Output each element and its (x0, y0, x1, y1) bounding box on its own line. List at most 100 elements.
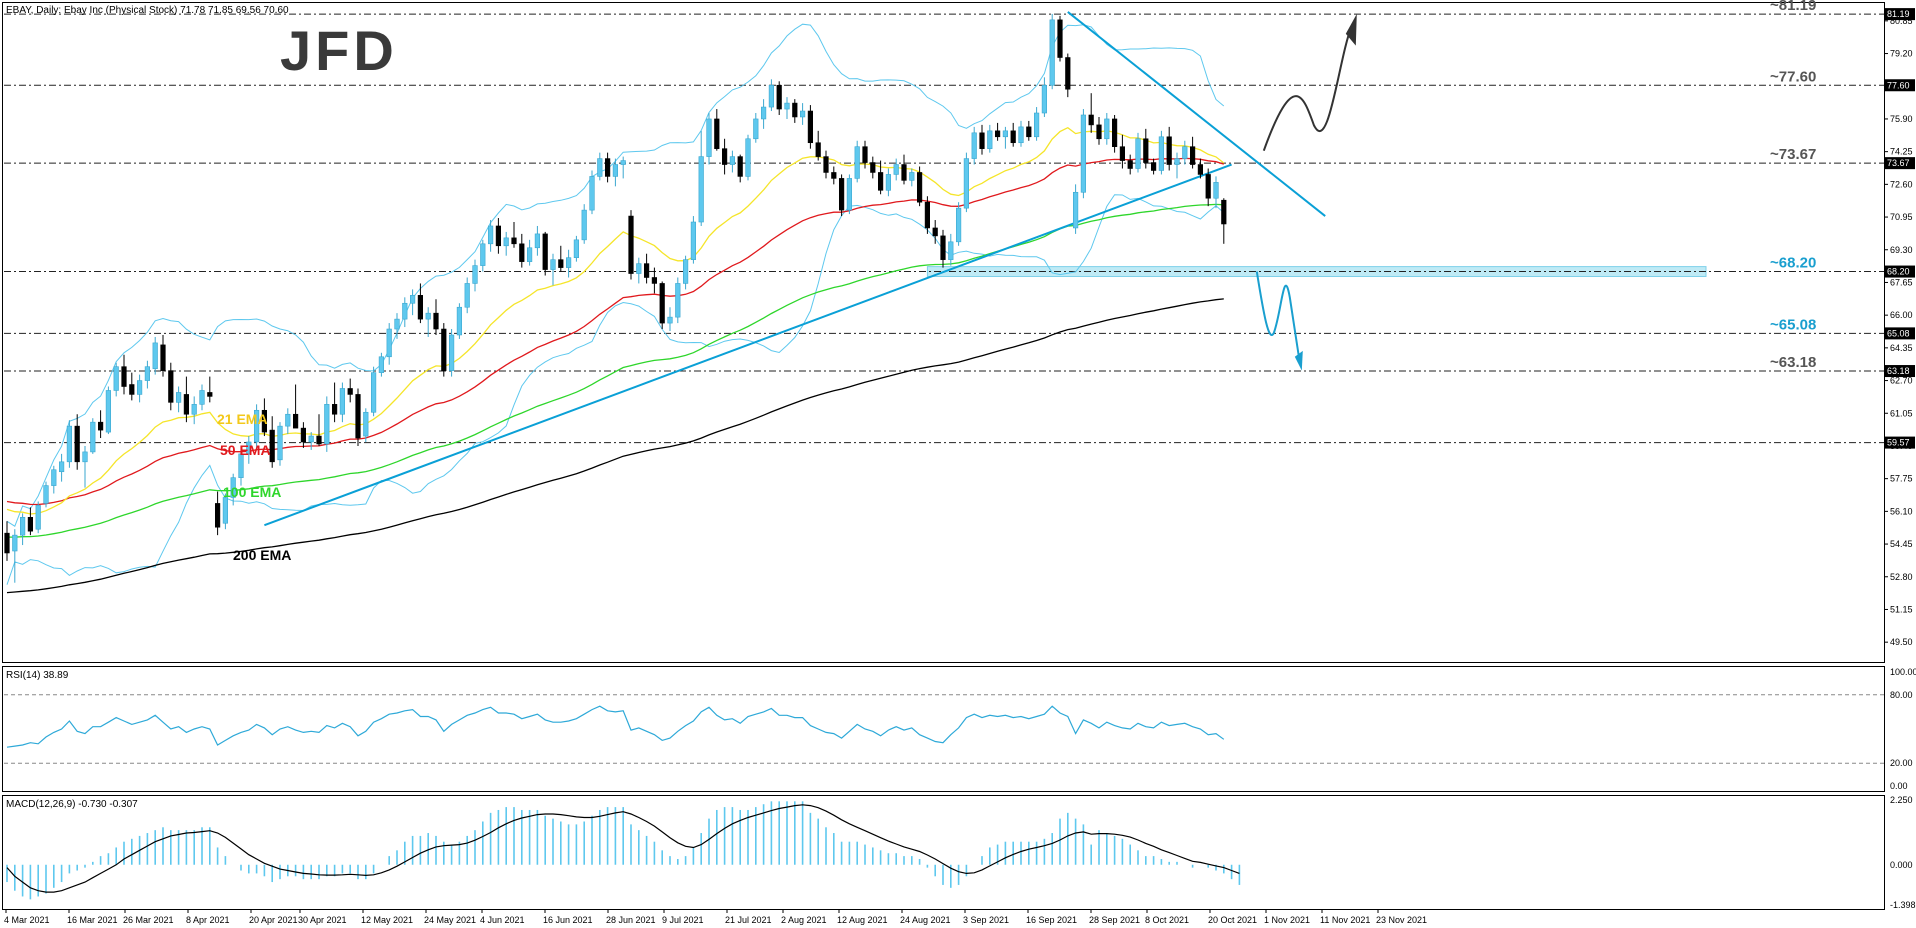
candle (760, 99, 767, 129)
candle (43, 481, 49, 508)
candle-body (207, 392, 213, 397)
date-tick-label: 16 Jun 2021 (543, 915, 593, 925)
candle (292, 384, 299, 429)
candle-body (433, 312, 439, 330)
candle (74, 414, 80, 470)
macd-layer: 2.250 0.000 -1.398 (6, 795, 1916, 910)
date-tick-label: 12 May 2021 (361, 915, 413, 925)
price-tick-label: 67.65 (1890, 277, 1913, 287)
candle (207, 376, 213, 403)
macd-tick-label: 2.250 (1890, 795, 1913, 805)
bearish-arrowhead (1294, 350, 1303, 371)
candle (254, 404, 260, 448)
candle (745, 134, 751, 181)
candle-body (792, 102, 798, 118)
candle (979, 124, 985, 155)
candle (1221, 198, 1227, 244)
candle-body (955, 207, 962, 243)
candle (4, 521, 10, 561)
candle (932, 220, 938, 244)
candle-body (58, 461, 65, 473)
candle-body (1112, 118, 1118, 147)
candle (1135, 132, 1141, 173)
level-label: ~65.08 (1770, 316, 1816, 333)
candle (690, 216, 696, 264)
candle-body (12, 534, 18, 552)
candle (1182, 140, 1188, 165)
price-tag-box (1885, 436, 1915, 449)
level-label: ~63.18 (1770, 354, 1816, 371)
candle-body (27, 517, 34, 532)
price-tag-label: 65.08 (1887, 328, 1910, 338)
candle (1104, 113, 1110, 145)
candle-body (339, 388, 346, 415)
symbol-header: EBAY, Daily: Ebay Inc (Physical Stock) 7… (6, 5, 289, 16)
candle-body (1205, 174, 1211, 199)
candle (870, 156, 876, 179)
candle-body (363, 411, 369, 437)
candle (27, 507, 34, 536)
price-tick-label: 52.80 (1890, 572, 1913, 582)
candle-body (308, 435, 314, 443)
candle-body (604, 158, 611, 177)
candle (1119, 134, 1125, 169)
candle (768, 79, 774, 112)
candle (846, 174, 852, 215)
candle-body (370, 372, 377, 413)
candle-body (409, 295, 416, 304)
candle-body (98, 421, 104, 431)
candle (441, 323, 447, 377)
candle-body (292, 413, 299, 429)
candle-body (1104, 118, 1110, 140)
rsi-title: RSI(14) 38.89 (6, 670, 69, 681)
candle-body (1096, 124, 1102, 140)
candle (378, 352, 385, 377)
candle (511, 222, 517, 248)
rsi-tick-label: 0.00 (1890, 781, 1908, 791)
ema200-label: 200 EMA (233, 547, 291, 563)
candle (885, 168, 891, 197)
candle (737, 154, 743, 183)
candle-body (1119, 146, 1125, 161)
candle (58, 453, 65, 482)
candle (1002, 126, 1008, 149)
candle-body (1166, 136, 1172, 165)
candle-body (261, 409, 268, 433)
candle (12, 529, 18, 583)
candle (854, 140, 860, 183)
candle (924, 196, 930, 234)
date-tick-label: 12 Aug 2021 (837, 915, 888, 925)
candle (971, 126, 977, 165)
candle-body (519, 243, 525, 262)
ema200-line (6, 298, 1224, 594)
candle-body (511, 237, 517, 245)
candle-body (815, 142, 821, 157)
candle-body (714, 118, 720, 149)
candle-body (238, 453, 244, 478)
panel-frames (2, 2, 1885, 910)
price-tick-label: 74.25 (1890, 147, 1913, 157)
date-tick-label: 24 Aug 2021 (900, 915, 951, 925)
candle-body (191, 404, 197, 415)
price-tick-label: 80.85 (1890, 16, 1913, 26)
candle-body (823, 156, 829, 173)
candle-body (698, 156, 704, 223)
date-tick-label: 2 Aug 2021 (781, 915, 827, 925)
candle (651, 267, 657, 294)
level-label: ~68.20 (1770, 255, 1816, 272)
candle-body (386, 328, 392, 358)
candle-body (768, 84, 774, 108)
candle-body (979, 132, 985, 149)
bullish-scenario-arrow (1262, 25, 1353, 151)
candle-body (870, 162, 876, 173)
candle-body (472, 265, 478, 284)
candle-body (994, 130, 1001, 138)
candle (1018, 120, 1024, 147)
candle (628, 210, 634, 280)
candle-body (402, 302, 408, 320)
candle (277, 422, 283, 466)
price-tag-label: 68.20 (1887, 267, 1910, 277)
candle-body (667, 316, 673, 324)
price-tick-label: 51.15 (1890, 604, 1913, 614)
